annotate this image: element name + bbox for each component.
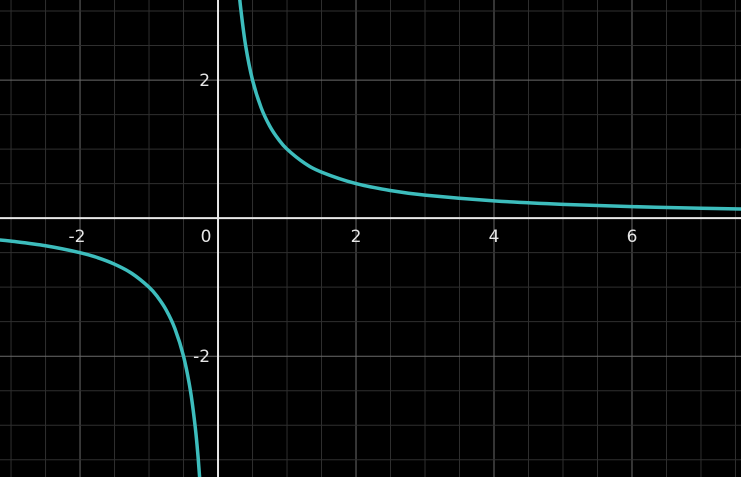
x-tick-label: 4 xyxy=(489,227,500,247)
x-tick-label: 0 xyxy=(201,227,212,247)
x-tick-label: 6 xyxy=(627,227,638,247)
function-curve-branch xyxy=(0,238,202,477)
y-tick-label: 2 xyxy=(199,71,210,91)
x-tick-label: 2 xyxy=(351,227,362,247)
tick-labels: -2 0 2 4 6 2 -2 xyxy=(69,71,638,367)
function-curve-branch xyxy=(238,0,741,211)
y-tick-label: -2 xyxy=(193,347,210,367)
x-tick-label: -2 xyxy=(69,227,86,247)
